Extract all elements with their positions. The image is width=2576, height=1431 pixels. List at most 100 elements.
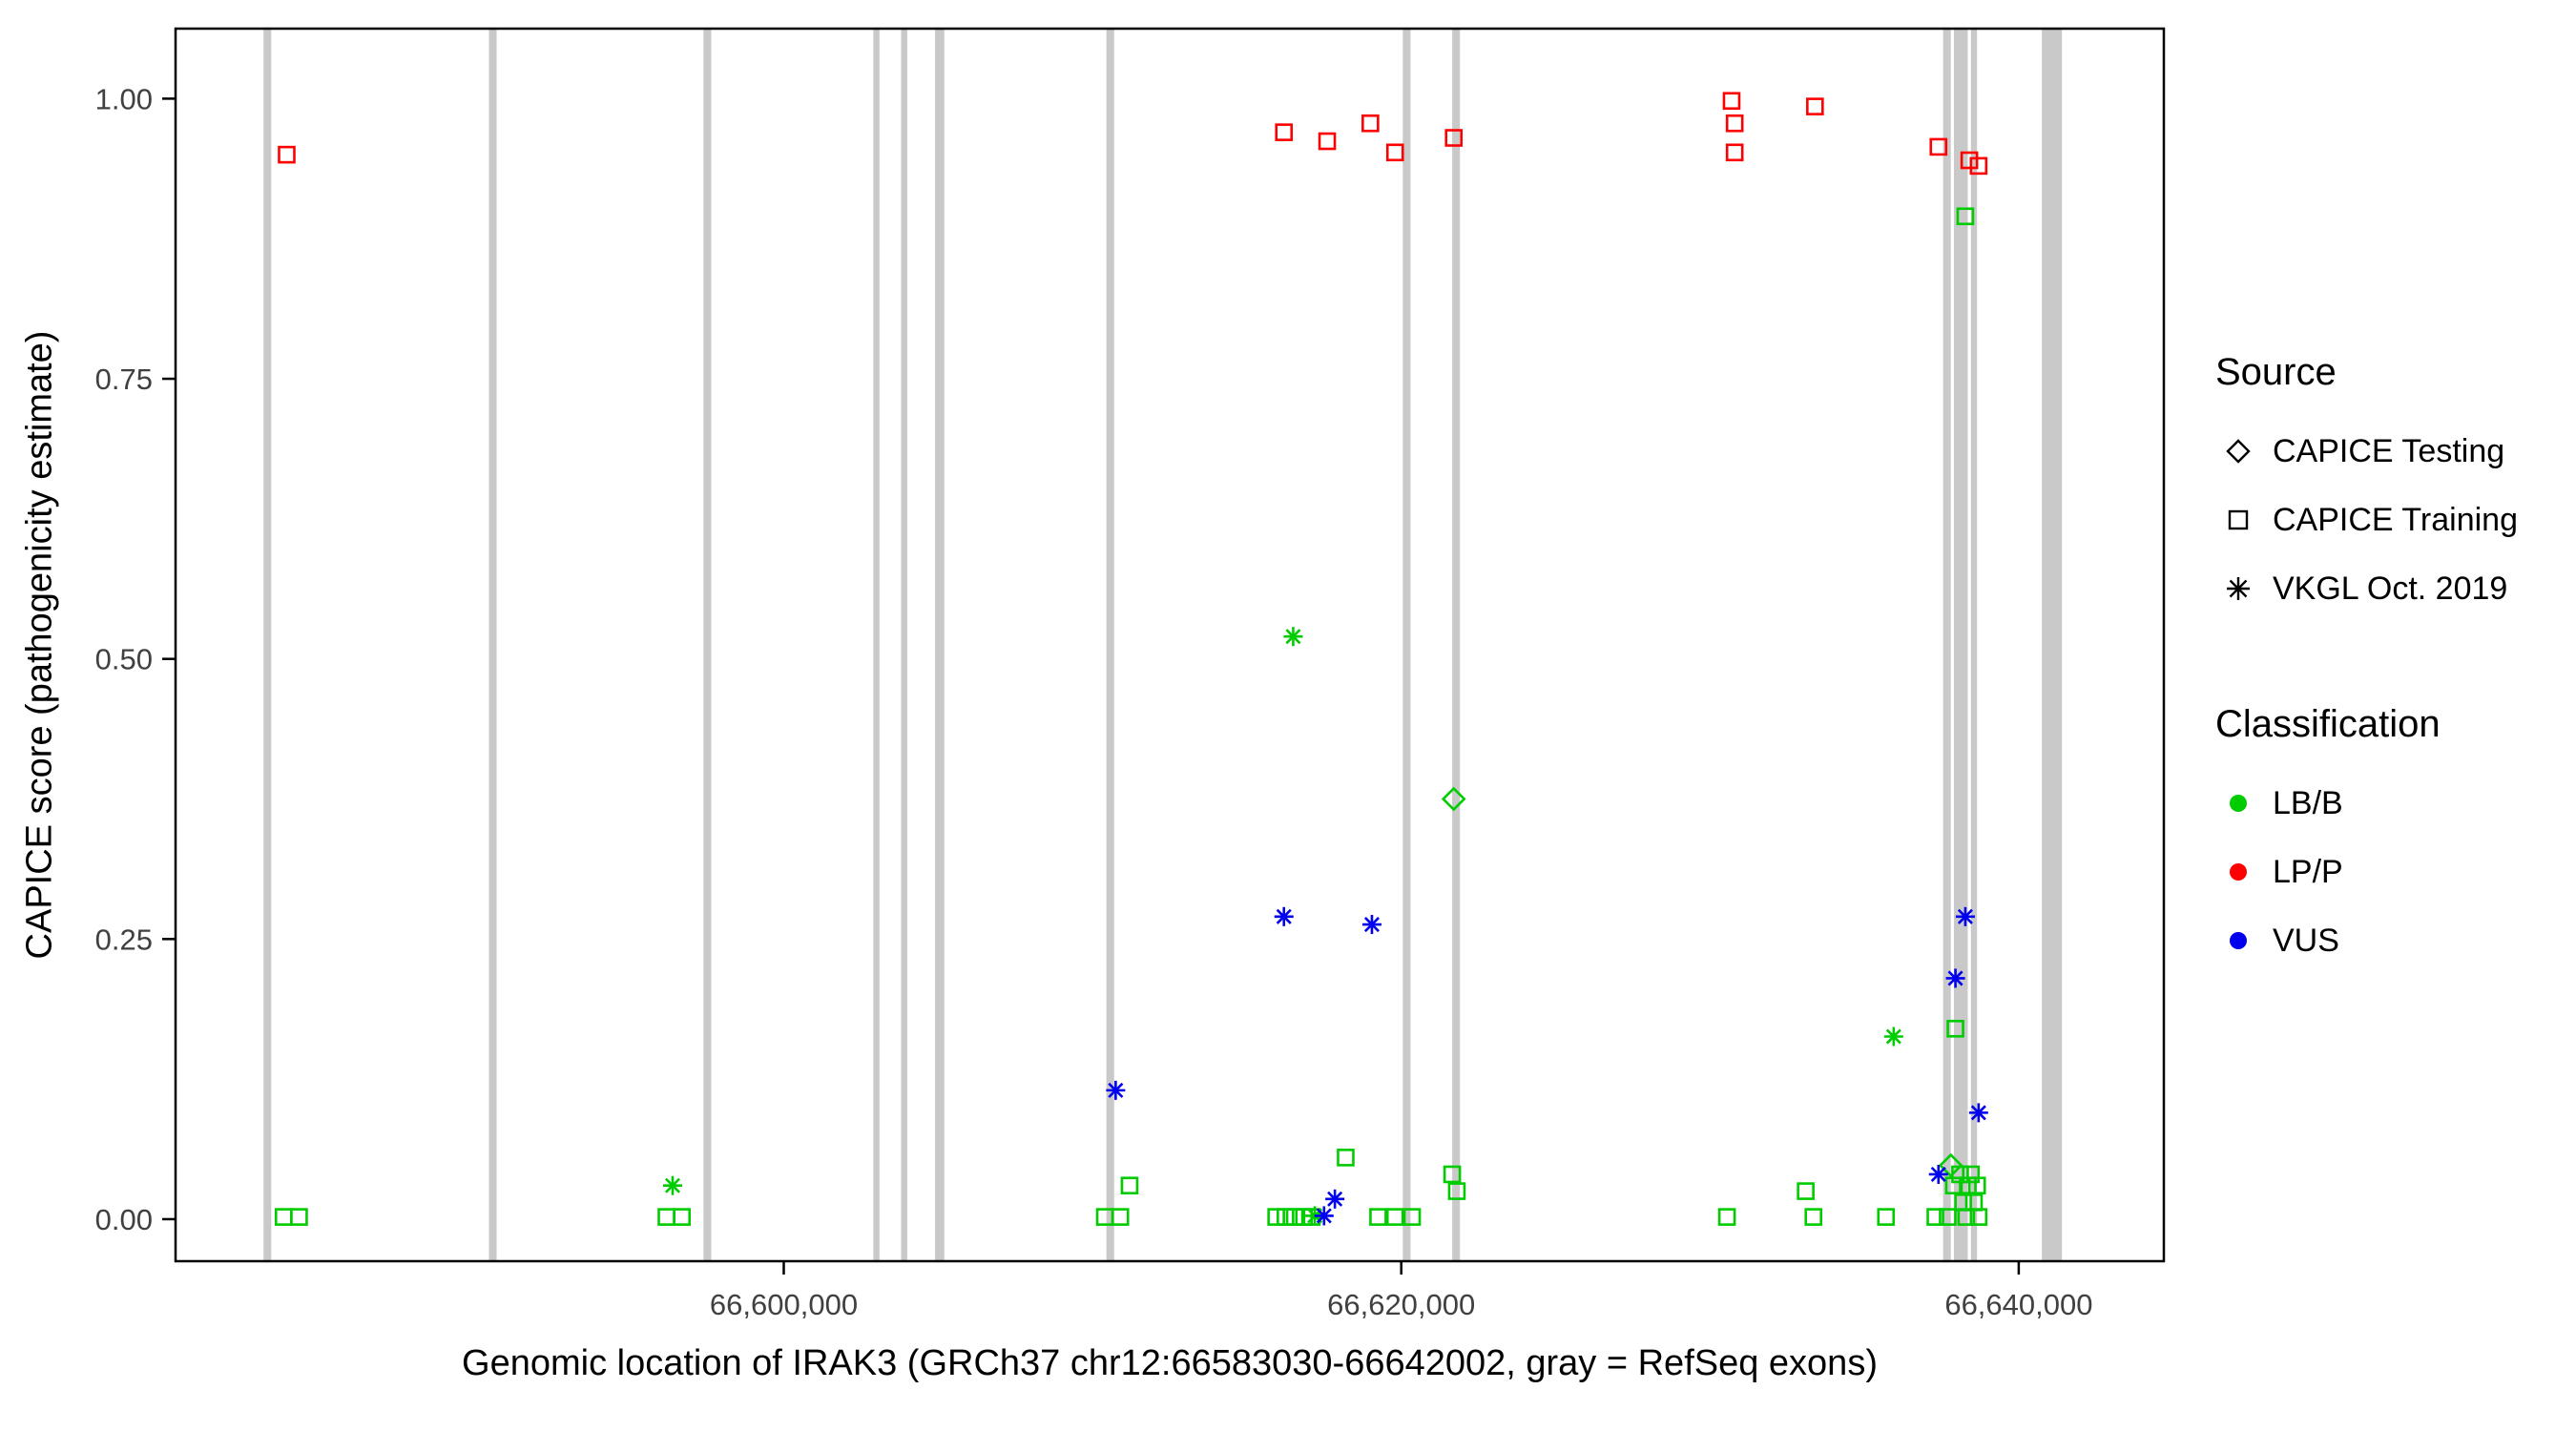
x-tick-label: 66,640,000: [1944, 1288, 2092, 1321]
refseq-exon-bar: [901, 29, 907, 1261]
data-point-square: [278, 145, 296, 164]
data-point-asterisk: [663, 1175, 682, 1195]
data-point-square: [1926, 1208, 1944, 1226]
data-point-square: [1447, 1182, 1466, 1200]
legend-item-label: VUS: [2273, 922, 2339, 959]
legend-item-vus: VUS: [2215, 906, 2518, 975]
data-point-asterisk: [1928, 1164, 1948, 1184]
y-tick-label: 1.00: [95, 82, 153, 115]
data-point-square: [1722, 92, 1741, 111]
data-point-square: [673, 1208, 692, 1226]
data-point-square: [1285, 1208, 1304, 1226]
data-point-square: [1275, 123, 1294, 141]
asterisk-icon: [2227, 577, 2250, 600]
x-axis-title: Genomic location of IRAK3 (GRCh37 chr12:…: [462, 1343, 1878, 1383]
data-point-asterisk: [1106, 1080, 1126, 1100]
legend-item-capice-testing: CAPICE Testing: [2215, 417, 2518, 486]
x-tick-label: 66,600,000: [710, 1288, 858, 1321]
data-point-square: [1444, 129, 1464, 147]
data-point-square: [1956, 207, 1975, 226]
data-point-square: [1969, 156, 1988, 176]
data-point-square: [1443, 1165, 1462, 1184]
y-tick-label: 0.00: [95, 1203, 153, 1236]
series-vkgl-oct-2019-vus: [1106, 906, 1988, 1226]
data-point-square: [1797, 1182, 1815, 1200]
data-point-asterisk: [1325, 1189, 1345, 1209]
legend-item-label: LP/P: [2273, 853, 2343, 890]
series-capice-training-lp-p: [278, 92, 1988, 176]
y-tick-label: 0.75: [95, 363, 153, 396]
refseq-exon-bar: [703, 29, 712, 1261]
data-point-square: [1959, 1176, 1977, 1195]
data-point-square: [1385, 1208, 1404, 1226]
refseq-exon-bar: [2042, 29, 2063, 1261]
data-point-diamond: [1938, 1152, 1963, 1178]
data-point-square: [1402, 1208, 1422, 1226]
classification-dot-icon: [2230, 795, 2247, 812]
data-point-square: [1337, 1149, 1355, 1167]
refseq-exon-bar: [873, 29, 880, 1261]
data-point-square: [1962, 1165, 1981, 1184]
legend-classification-title: Classification: [2215, 703, 2441, 745]
classification-dot-icon: [2230, 932, 2247, 949]
data-point-asterisk: [1283, 627, 1303, 647]
refseq-exon-bar: [1452, 29, 1461, 1261]
y-tick-label: 0.25: [95, 923, 153, 956]
legend: Source CAPICE Testing CAPICE Training: [2215, 351, 2518, 975]
legend-item-label: VKGL Oct. 2019: [2273, 570, 2508, 607]
refseq-exon-bar: [1402, 29, 1411, 1261]
data-point-square: [1120, 1176, 1139, 1195]
data-point-square: [1111, 1208, 1130, 1226]
legend-item-lpp: LP/P: [2215, 838, 2518, 906]
data-point-square: [1946, 1019, 1964, 1038]
data-point-asterisk: [1955, 906, 1975, 926]
data-point-square: [1318, 132, 1337, 151]
data-point-square: [1717, 1208, 1736, 1226]
data-point-square: [1725, 143, 1744, 162]
x-tick-label: 66,620,000: [1327, 1288, 1475, 1321]
legend-item-label: CAPICE Training: [2273, 501, 2518, 538]
refseq-exon-bar: [1953, 29, 1968, 1261]
data-point-square: [1277, 1208, 1295, 1226]
legend-source-title: Source: [2215, 351, 2337, 393]
data-point-square: [290, 1208, 308, 1226]
data-point-square: [274, 1208, 293, 1226]
data-point-square: [1725, 114, 1744, 133]
data-point-square: [1969, 1208, 1988, 1226]
data-point-square: [1267, 1208, 1285, 1226]
refseq-exon-bar: [263, 29, 272, 1261]
data-point-asterisk: [1883, 1027, 1903, 1047]
data-point-square: [657, 1208, 675, 1226]
data-point-square: [1361, 114, 1380, 133]
data-point-square: [1939, 1208, 1957, 1226]
data-point-square: [1929, 137, 1948, 156]
data-point-square: [1385, 143, 1404, 162]
data-point-asterisk: [1274, 906, 1294, 926]
data-point-square: [1957, 1208, 1976, 1226]
legend-item-lbb: LB/B: [2215, 769, 2518, 838]
refseq-exon-bar: [1942, 29, 1951, 1261]
refseq-exon-bar: [1106, 29, 1114, 1261]
legend-item-capice-training: CAPICE Training: [2215, 486, 2518, 554]
refseq-exon-bar: [1970, 29, 1978, 1261]
data-point-square: [1960, 151, 1979, 170]
series-capice-testing-lb-b: [1441, 786, 1963, 1178]
y-tick-label: 0.50: [95, 643, 153, 676]
diamond-icon: [2226, 439, 2251, 464]
data-point-square: [1944, 1176, 1963, 1195]
legend-item-vkgl: VKGL Oct. 2019: [2215, 554, 2518, 623]
refseq-exon-bar: [935, 29, 945, 1261]
data-point-square: [1877, 1208, 1896, 1226]
data-point-asterisk: [1945, 968, 1965, 988]
data-point-square: [1806, 97, 1824, 115]
series-capice-training-lb-b: [274, 207, 1988, 1226]
data-point-asterisk: [1968, 1103, 1988, 1123]
data-point-diamond: [1441, 786, 1466, 812]
panel-border: [174, 27, 2166, 1263]
data-point-square: [1804, 1208, 1823, 1226]
data-point-asterisk: [1361, 915, 1381, 935]
data-point-asterisk: [1314, 1206, 1334, 1226]
data-point-square: [1369, 1208, 1387, 1226]
